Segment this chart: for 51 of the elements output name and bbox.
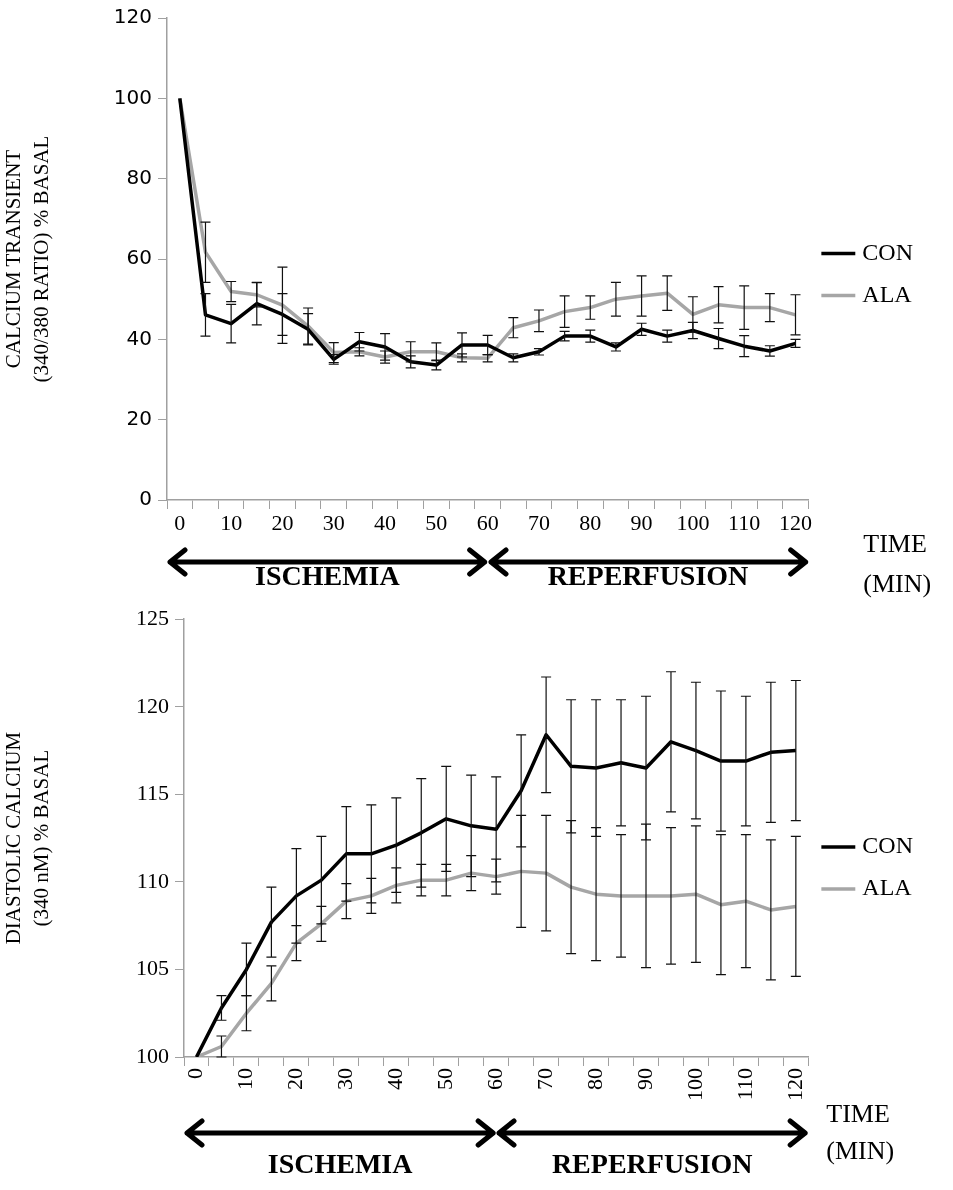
x-tick-label: 50	[432, 1068, 457, 1090]
x-axis-title: TIME (MIN)	[863, 528, 932, 598]
y-tick-label: 115	[136, 780, 169, 806]
y-tick-label: 100	[136, 1042, 169, 1068]
y-tick-label: 40	[126, 325, 152, 350]
x-tick-label: 90	[630, 509, 653, 535]
y-tick-label: 100	[113, 84, 152, 109]
legend-label: CON	[862, 832, 913, 859]
y-tick-label: 80	[126, 164, 152, 189]
text: ISCHEMIA	[254, 560, 401, 592]
x-tick-label: 0	[182, 1068, 208, 1079]
y-axis-title: DIASTOLIC CALCIUM (340 nM) % BASAL	[0, 731, 54, 945]
x-tick-label: 120	[779, 509, 812, 535]
x-tick-label: 40	[374, 509, 397, 535]
legend-label: CON	[862, 238, 913, 265]
x-tick-label: 80	[579, 509, 602, 535]
y-tick-label: 110	[136, 867, 169, 893]
y-tick-label: 125	[136, 604, 169, 630]
x-tick-label: 0	[174, 509, 186, 535]
y-tick-label: 0	[139, 486, 152, 511]
legend-label: ALA	[862, 280, 913, 307]
y-tick-label: 60	[126, 245, 152, 270]
y-axis-title: CALCIUM TRANSIENT (340/380 RATIO) % BASAL	[0, 135, 54, 383]
text: REPERFUSION	[551, 1148, 753, 1180]
x-axis-title: TIME (MIN)	[826, 1098, 895, 1165]
x-tick-label: 110	[731, 1068, 757, 1101]
x-tick-label: 60	[481, 1068, 507, 1090]
x-tick-label: 110	[728, 509, 761, 535]
x-tick-label: 80	[581, 1068, 607, 1090]
x-tick-label: 60	[476, 509, 499, 535]
text: REPERFUSION	[547, 560, 749, 592]
x-tick-label: 30	[332, 1068, 358, 1090]
x-tick-label: 20	[271, 509, 294, 535]
y-tick-label: 120	[136, 692, 169, 718]
y-tick-label: 20	[126, 405, 152, 430]
y-tick-label: 105	[136, 955, 169, 981]
x-tick-label: 20	[282, 1068, 308, 1090]
y-tick-label: 120	[113, 4, 152, 29]
text: ISCHEMIA	[267, 1148, 414, 1180]
x-tick-label: 10	[232, 1068, 258, 1090]
legend-label: ALA	[862, 874, 913, 901]
x-tick-label: 40	[382, 1068, 408, 1090]
x-tick-label: 90	[631, 1068, 657, 1090]
x-tick-label: 100	[676, 509, 710, 535]
x-tick-label: 120	[781, 1068, 807, 1101]
x-tick-label: 100	[681, 1068, 707, 1101]
x-tick-label: 50	[425, 509, 448, 535]
x-tick-label: 30	[322, 509, 345, 535]
x-tick-label: 70	[531, 1068, 557, 1090]
x-tick-label: 70	[527, 509, 550, 535]
x-tick-label: 10	[220, 509, 243, 535]
